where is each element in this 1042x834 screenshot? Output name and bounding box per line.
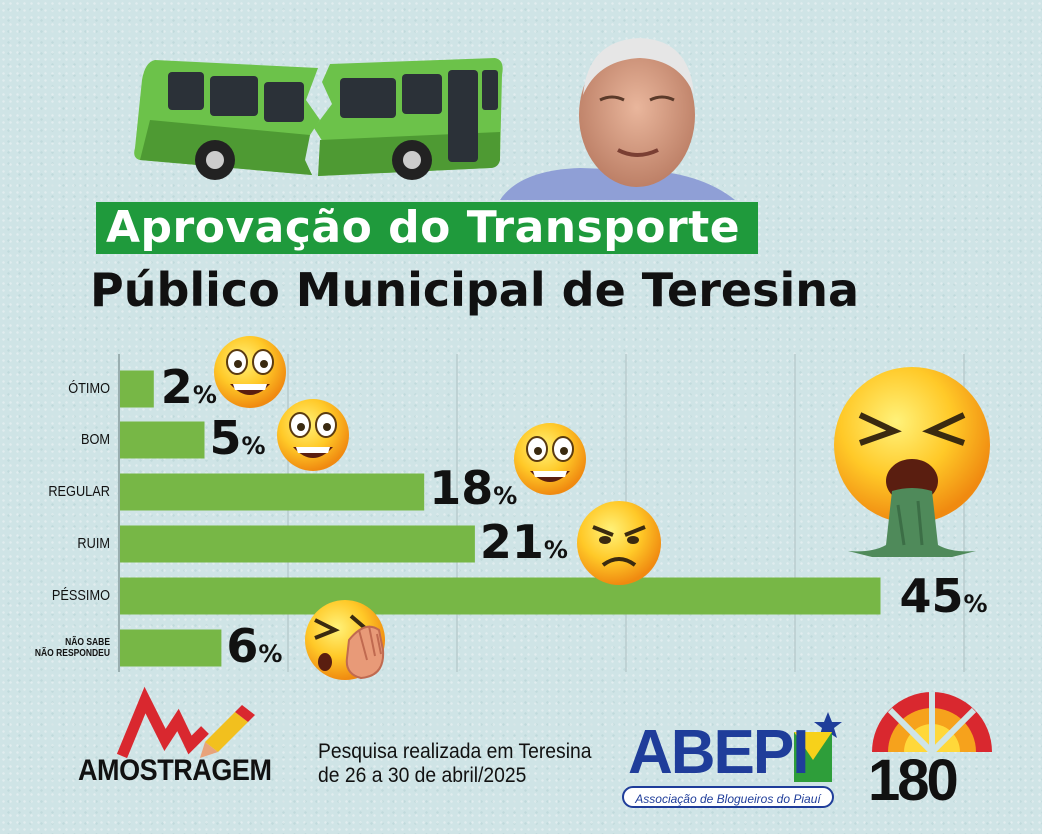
bar-5 [120,629,222,667]
abepi-logo-icon [794,712,842,782]
bar-0 [120,370,154,408]
logo-180-text: 180 [868,748,959,813]
survey-note-line-1: Pesquisa realizada em Teresina [318,740,592,763]
value-label: 45% [899,569,988,623]
bus-broken-icon [134,58,503,180]
bar-2 [120,473,425,511]
category-label: REGULAR [48,483,110,500]
vomit-emoji-icon [834,367,990,557]
abepi-logo-subtitle: Associação de Blogueiros do Piauí [622,786,834,808]
value-label: 5% [209,411,266,465]
category-label: RUIM [77,535,110,552]
survey-note: Pesquisa realizada em Teresina de 26 a 3… [318,740,591,788]
value-label: 6% [226,619,283,673]
value-label: 18% [429,461,518,515]
bar-4 [120,577,881,615]
man-photo [500,38,735,200]
survey-note-line-2: de 26 a 30 de abril/2025 [318,764,527,787]
chart-bars [120,370,881,667]
category-label: BOM [80,431,110,448]
category-label: NÃO SABE NÃO RESPONDEU [34,637,110,659]
angry-emoji-icon [577,501,661,585]
grin-emoji-icon [277,399,349,471]
value-label: 21% [479,515,568,569]
logo-180-icon [872,692,992,755]
smile-emoji-icon [214,336,286,408]
amostragem-logo-icon [116,686,255,759]
value-label: 2% [160,360,217,414]
bar-3 [120,525,475,563]
abepi-logo-text: ABEPI [628,718,809,787]
category-label: ÓTIMO [68,380,110,397]
amostragem-logo-text: AMOSTRAGEM [78,754,272,787]
bar-1 [120,421,205,459]
facepalm-emoji-icon [305,600,385,680]
title-line-2: Público Municipal de Teresina [90,263,860,317]
category-label: PÉSSIMO [51,587,110,604]
title-line-1: Aprovação do Transporte [96,202,759,254]
grin-emoji-icon [514,423,586,495]
